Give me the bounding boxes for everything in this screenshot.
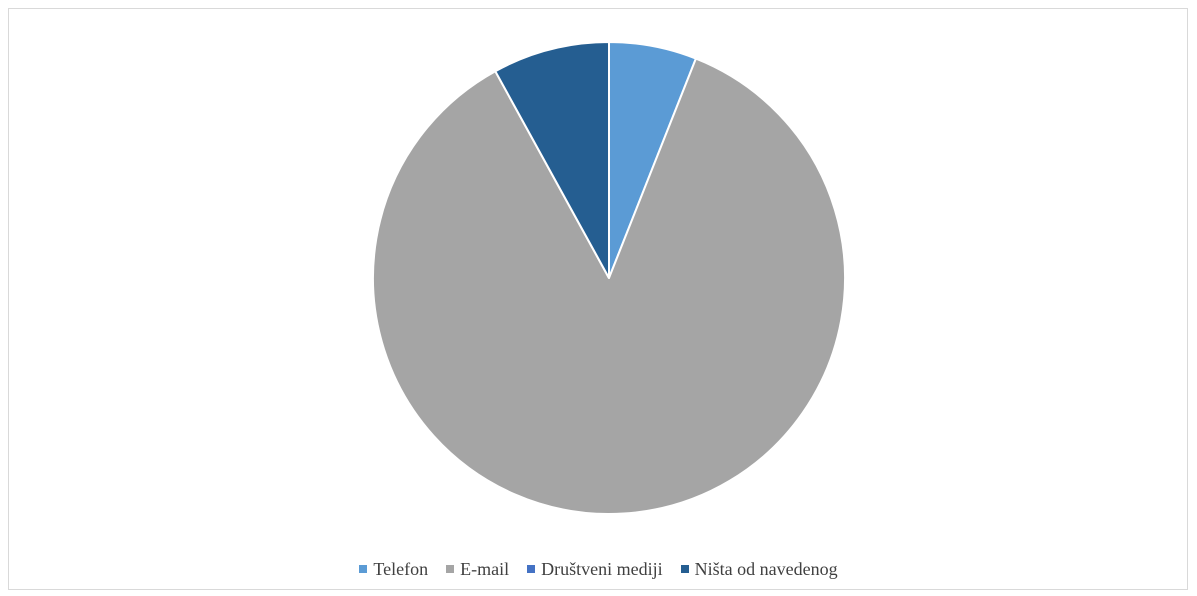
legend-swatch-nista-od-navedenog: [680, 565, 689, 573]
legend-label-telefon: Telefon: [373, 558, 429, 579]
legend-item-email: E-mail: [446, 559, 509, 580]
legend-item-drustveni-mediji: Društveni mediji: [527, 558, 663, 580]
legend-label-drustveni-mediji: Društveni mediji: [541, 558, 663, 579]
legend-label-nista-od-navedenog: Ništa od navedenog: [694, 558, 838, 579]
legend-swatch-telefon: [359, 565, 368, 573]
legend-label-email: E-mail: [460, 558, 510, 579]
legend-item-nista-od-navedenog: Ništa od navedenog: [680, 558, 838, 580]
legend: Telefon E-mail Društveni mediji Ništa od…: [0, 554, 1197, 584]
legend-item-telefon: Telefon: [359, 559, 428, 580]
legend-swatch-drustveni-mediji: [527, 565, 536, 573]
legend-swatch-email: [446, 565, 455, 573]
pie-slice-nista-od-navedenog: [494, 41, 610, 279]
pie-slice-e-mail: [372, 57, 846, 515]
